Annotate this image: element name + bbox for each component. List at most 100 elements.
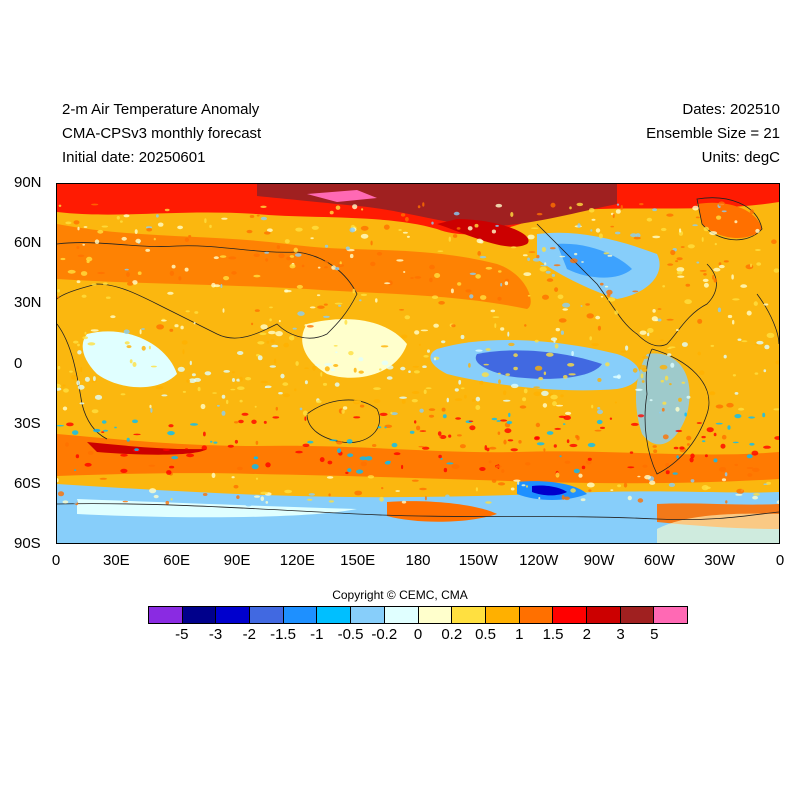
anomaly-speckle: [386, 365, 394, 370]
anomaly-speckle: [334, 267, 340, 271]
anomaly-speckle: [495, 465, 502, 468]
anomaly-speckle: [223, 276, 230, 281]
anomaly-speckle: [337, 448, 342, 454]
anomaly-speckle: [686, 435, 692, 441]
anomaly-speckle: [659, 411, 662, 414]
anomaly-speckle: [227, 444, 234, 448]
anomaly-speckle: [254, 309, 260, 312]
anomaly-speckle: [171, 456, 179, 460]
lon-tick-label: 30W: [704, 552, 736, 569]
anomaly-speckle: [540, 264, 549, 267]
anomaly-speckle: [239, 376, 243, 382]
anomaly-speckle: [546, 278, 554, 282]
anomaly-speckle: [464, 394, 467, 399]
anomaly-speckle: [60, 257, 66, 261]
anomaly-speckle: [681, 342, 688, 347]
anomaly-speckle: [416, 425, 421, 431]
anomaly-speckle: [381, 487, 384, 490]
amundsen-cold-core: [532, 485, 567, 496]
anomaly-speckle: [555, 327, 560, 332]
anomaly-speckle: [69, 370, 73, 373]
anomaly-speckle: [519, 405, 527, 409]
anomaly-speckle: [337, 264, 345, 267]
anomaly-speckle: [446, 397, 449, 403]
lat-tick-label: 90S: [14, 535, 41, 552]
anomaly-speckle: [569, 258, 578, 264]
colorbar-label: 1.5: [542, 626, 564, 643]
anomaly-speckle: [356, 469, 364, 474]
anomaly-speckle: [347, 453, 354, 458]
anomaly-speckle: [87, 342, 96, 346]
anomaly-speckle: [165, 365, 174, 369]
anomaly-speckle: [254, 405, 257, 408]
anomaly-speckle: [725, 217, 731, 219]
anomaly-speckle: [251, 322, 254, 326]
anomaly-speckle: [319, 457, 325, 463]
anomaly-speckle: [73, 340, 79, 344]
anomaly-speckle: [255, 440, 259, 445]
anomaly-speckle: [488, 460, 492, 464]
anomaly-speckle: [294, 388, 297, 392]
anomaly-speckle: [193, 377, 201, 382]
anomaly-speckle: [390, 412, 398, 416]
anomaly-speckle: [746, 310, 752, 316]
ensemble-size: Ensemble Size = 21: [646, 125, 780, 142]
anomaly-speckle: [766, 332, 775, 338]
anomaly-speckle: [491, 417, 498, 421]
south-america-coast: [644, 348, 710, 475]
anomaly-speckle: [614, 401, 618, 404]
anomaly-speckle: [377, 426, 382, 429]
anomaly-speckle: [87, 450, 94, 455]
anomaly-speckle: [134, 229, 138, 234]
anomaly-speckle: [702, 278, 709, 282]
africa-west-coast: [756, 293, 779, 345]
anomaly-speckle: [445, 494, 450, 499]
anomaly-speckle: [649, 399, 653, 402]
anomaly-speckle: [533, 386, 540, 389]
anomaly-speckle: [404, 315, 411, 320]
units: Units: degC: [701, 149, 780, 166]
anomaly-speckle: [510, 487, 515, 491]
anomaly-speckle: [439, 435, 447, 439]
anomaly-speckle: [66, 422, 74, 427]
anomaly-speckle: [699, 370, 705, 375]
anomaly-speckle: [775, 360, 779, 365]
anomaly-speckle: [749, 442, 755, 446]
anomaly-speckle: [316, 294, 321, 297]
anomaly-speckle: [591, 218, 596, 221]
anomaly-speckle: [77, 254, 85, 257]
anomaly-speckle: [384, 282, 391, 285]
anomaly-speckle: [703, 273, 707, 276]
anomaly-speckle: [491, 479, 497, 483]
anomaly-speckle: [724, 472, 728, 477]
anomaly-speckle: [696, 261, 700, 264]
anomaly-speckle: [200, 403, 206, 410]
anomaly-speckle: [278, 392, 283, 395]
anomaly-speckle: [665, 470, 670, 475]
anomaly-speckle: [703, 282, 709, 288]
anomaly-speckle: [705, 486, 711, 490]
anomaly-speckle: [77, 226, 80, 231]
anomaly-speckle: [456, 227, 461, 230]
anomaly-speckle: [559, 455, 562, 458]
anomaly-speckle: [103, 429, 108, 432]
anomaly-speckle: [141, 328, 145, 330]
anomaly-speckle: [652, 445, 657, 448]
anomaly-speckle: [669, 383, 672, 386]
anomaly-speckle: [164, 208, 170, 212]
anomaly-speckle: [763, 445, 771, 449]
siberia-warm-patch: [437, 219, 529, 247]
anomaly-speckle: [597, 406, 601, 410]
anomaly-speckle: [82, 336, 88, 340]
anomaly-speckle: [408, 370, 411, 373]
anomaly-speckle: [774, 436, 779, 440]
anomaly-speckle: [289, 255, 295, 258]
anomaly-speckle: [679, 228, 682, 233]
anomaly-speckle: [267, 228, 273, 232]
anomaly-speckle: [126, 437, 130, 442]
anomaly-speckle: [576, 202, 584, 207]
anomaly-speckle: [565, 411, 572, 415]
anomaly-speckle: [324, 244, 329, 248]
anomaly-speckle: [517, 481, 520, 485]
anomaly-speckle: [84, 376, 90, 382]
